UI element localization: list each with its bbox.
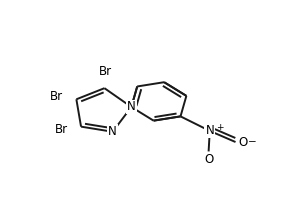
Text: +: + <box>216 123 224 132</box>
Text: N: N <box>205 124 214 137</box>
Text: O: O <box>204 153 213 166</box>
Text: Br: Br <box>99 65 112 78</box>
Text: N: N <box>127 101 136 113</box>
Text: N: N <box>108 125 117 138</box>
Text: O: O <box>239 135 248 149</box>
Text: −: − <box>248 137 256 147</box>
Text: Br: Br <box>50 90 63 103</box>
Text: Br: Br <box>55 123 68 136</box>
